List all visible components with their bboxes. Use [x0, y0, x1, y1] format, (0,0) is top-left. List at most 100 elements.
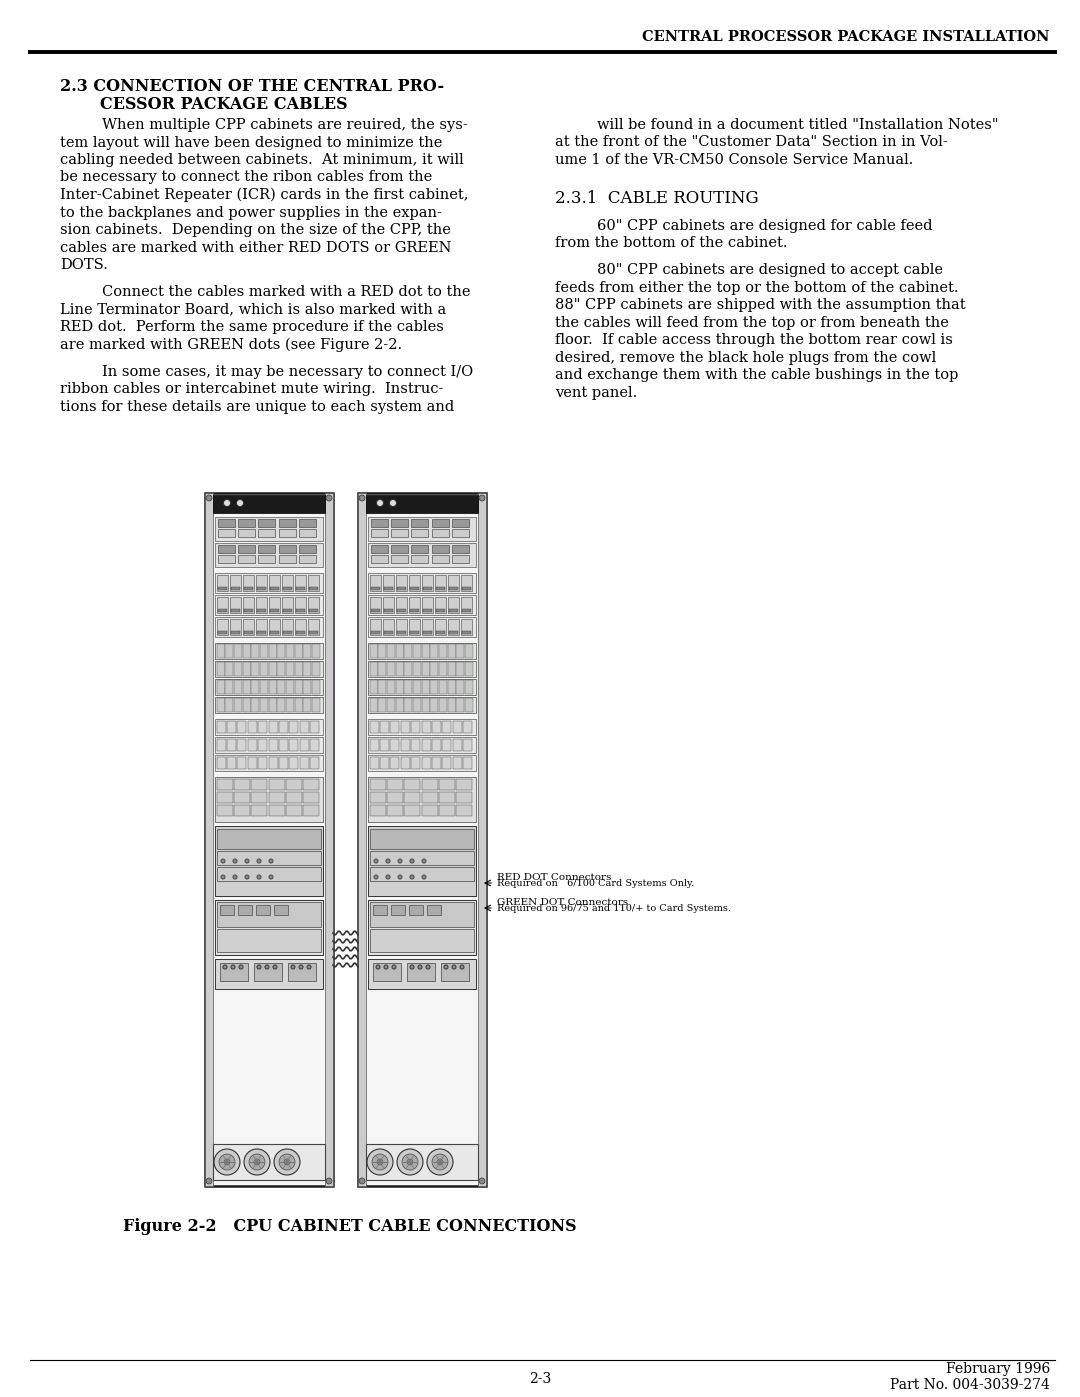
Bar	[448, 597, 459, 613]
Text: ume 1 of the VR-CM50 Console Service Manual.: ume 1 of the VR-CM50 Console Service Man…	[555, 154, 914, 168]
Circle shape	[291, 965, 295, 970]
Bar	[286, 805, 302, 816]
Bar	[383, 619, 394, 636]
Bar	[456, 780, 472, 789]
Circle shape	[221, 875, 225, 879]
Bar	[368, 573, 476, 592]
Bar	[295, 576, 306, 591]
Bar	[368, 617, 476, 637]
Bar	[279, 757, 288, 768]
Bar	[308, 597, 319, 613]
Bar	[288, 963, 316, 981]
Bar	[238, 529, 255, 536]
Bar	[269, 739, 278, 752]
Bar	[409, 597, 420, 613]
Text: 2.3.1  CABLE ROUTING: 2.3.1 CABLE ROUTING	[555, 190, 758, 207]
Bar	[296, 631, 305, 634]
Bar	[453, 545, 469, 553]
Circle shape	[326, 1178, 332, 1185]
Bar	[220, 963, 248, 981]
Bar	[370, 792, 386, 803]
Bar	[234, 662, 242, 676]
Bar	[215, 900, 323, 956]
Bar	[251, 662, 259, 676]
Bar	[370, 739, 379, 752]
Bar	[260, 662, 268, 676]
Bar	[257, 587, 266, 590]
Bar	[251, 780, 267, 789]
Bar	[391, 529, 408, 536]
Bar	[387, 805, 403, 816]
Bar	[230, 576, 241, 591]
Bar	[218, 587, 227, 590]
Bar	[453, 555, 469, 563]
Circle shape	[399, 859, 402, 863]
Bar	[368, 826, 476, 895]
Bar	[257, 631, 266, 634]
Bar	[218, 555, 235, 563]
Text: floor.  If cable access through the bottom rear cowl is: floor. If cable access through the botto…	[555, 334, 953, 348]
Bar	[391, 545, 408, 553]
Bar	[243, 576, 254, 591]
Circle shape	[422, 859, 426, 863]
Bar	[218, 631, 227, 634]
Bar	[217, 698, 225, 712]
Bar	[422, 721, 431, 733]
Bar	[258, 739, 267, 752]
Bar	[217, 739, 226, 752]
Bar	[461, 576, 472, 591]
Bar	[269, 597, 280, 613]
Bar	[410, 587, 419, 590]
Bar	[370, 929, 474, 951]
Bar	[231, 631, 240, 634]
Bar	[279, 555, 296, 563]
Bar	[372, 545, 388, 553]
Bar	[215, 543, 323, 567]
Bar	[404, 680, 411, 694]
Bar	[442, 739, 451, 752]
Bar	[251, 644, 259, 658]
Bar	[213, 1144, 325, 1180]
Bar	[368, 697, 476, 712]
Bar	[260, 680, 268, 694]
Bar	[215, 679, 323, 694]
Bar	[269, 576, 280, 591]
Text: feeds from either the top or the bottom of the cabinet.: feeds from either the top or the bottom …	[555, 281, 959, 295]
Text: ribbon cables or intercabinet mute wiring.  Instruc-: ribbon cables or intercabinet mute wirin…	[60, 383, 444, 397]
Bar	[370, 680, 378, 694]
Circle shape	[299, 965, 303, 970]
Bar	[368, 777, 476, 821]
Bar	[368, 754, 476, 771]
Circle shape	[233, 859, 237, 863]
Bar	[404, 644, 411, 658]
Text: Line Terminator Board, which is also marked with a: Line Terminator Board, which is also mar…	[60, 303, 446, 317]
Bar	[310, 721, 319, 733]
Bar	[256, 905, 270, 915]
Bar	[231, 587, 240, 590]
Bar	[295, 698, 303, 712]
Bar	[238, 545, 255, 553]
Circle shape	[249, 1154, 265, 1171]
Bar	[269, 721, 278, 733]
Text: CENTRAL PROCESSOR PACKAGE INSTALLATION: CENTRAL PROCESSOR PACKAGE INSTALLATION	[643, 29, 1050, 43]
Bar	[269, 757, 278, 768]
Bar	[289, 757, 298, 768]
Bar	[225, 662, 233, 676]
Circle shape	[206, 1178, 212, 1185]
Bar	[430, 662, 438, 676]
Bar	[404, 698, 411, 712]
Bar	[372, 555, 388, 563]
Bar	[373, 963, 401, 981]
Text: 2.3 CONNECTION OF THE CENTRAL PRO-: 2.3 CONNECTION OF THE CENTRAL PRO-	[60, 78, 444, 95]
Bar	[401, 739, 410, 752]
Bar	[217, 780, 233, 789]
Bar	[234, 792, 249, 803]
Text: CESSOR PACKAGE CABLES: CESSOR PACKAGE CABLES	[100, 96, 348, 113]
Circle shape	[245, 875, 249, 879]
Bar	[370, 851, 474, 865]
Bar	[283, 609, 292, 612]
Text: are marked with GREEN dots (see Figure 2-2.: are marked with GREEN dots (see Figure 2…	[60, 338, 402, 352]
Bar	[243, 619, 254, 636]
Bar	[368, 543, 476, 567]
Bar	[303, 698, 311, 712]
